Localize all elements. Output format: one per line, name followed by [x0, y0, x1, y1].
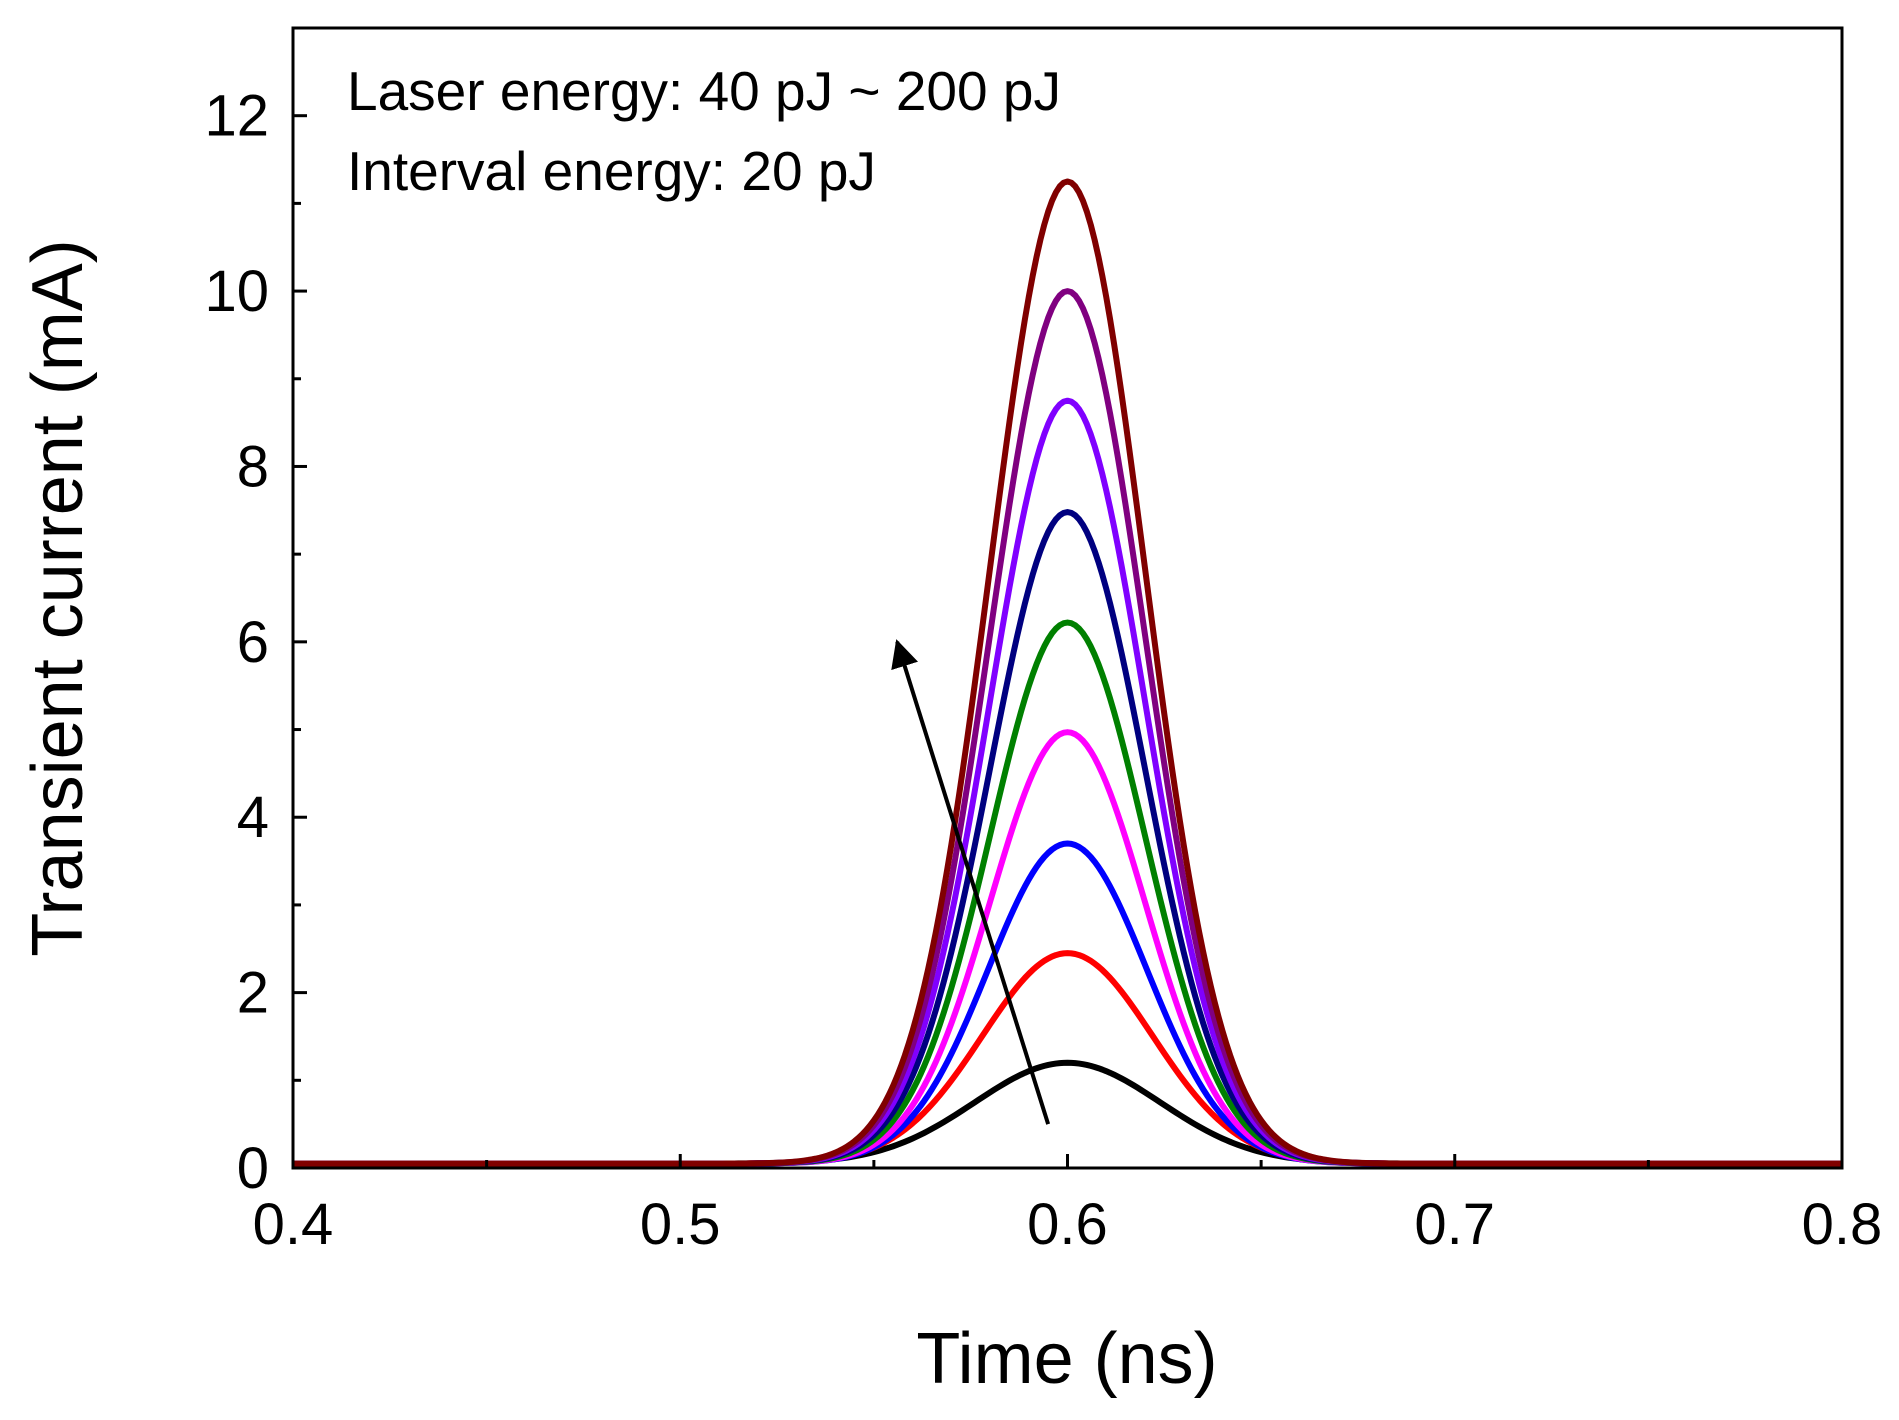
- series-line-60-pj: [293, 950, 1842, 1167]
- series-line-160-pj: [293, 397, 1842, 1167]
- annotation-interval-energy: Interval energy: 20 pJ: [347, 140, 876, 202]
- x-tick-label: 0.4: [253, 1192, 334, 1257]
- series-line-40-pj: [293, 1059, 1842, 1167]
- trend-arrow: [891, 639, 1051, 1125]
- y-tick-label: 6: [237, 610, 269, 675]
- series-group: [293, 178, 1842, 1167]
- y-tick-label: 12: [204, 84, 269, 149]
- series-line-140-pj: [293, 509, 1842, 1167]
- x-axis: 0.4 0.5 0.6 0.7 0.8: [253, 1154, 1883, 1257]
- x-tick-label: 0.6: [1027, 1192, 1108, 1257]
- annotation-laser-energy: Laser energy: 40 pJ ~ 200 pJ: [347, 60, 1061, 122]
- y-tick-label: 2: [237, 961, 269, 1026]
- series-line-120-pj: [293, 619, 1842, 1167]
- series-line-80-pj: [293, 840, 1842, 1167]
- x-tick-label: 0.7: [1414, 1192, 1495, 1257]
- x-tick-label: 0.8: [1802, 1192, 1883, 1257]
- y-axis: 0 2 4 6 8 10 12: [204, 84, 307, 1201]
- y-tick-label: 8: [237, 434, 269, 499]
- series-line-200-pj: [293, 178, 1842, 1167]
- series-line-100-pj: [293, 729, 1842, 1167]
- y-axis-title: Transient current (mA): [18, 239, 98, 957]
- x-tick-label: 0.5: [640, 1192, 721, 1257]
- series-line-180-pj: [293, 288, 1842, 1167]
- y-tick-label: 4: [237, 785, 269, 850]
- y-tick-label: 10: [204, 259, 269, 324]
- y-tick-label: 0: [237, 1136, 269, 1201]
- x-axis-title: Time (ns): [916, 1319, 1217, 1399]
